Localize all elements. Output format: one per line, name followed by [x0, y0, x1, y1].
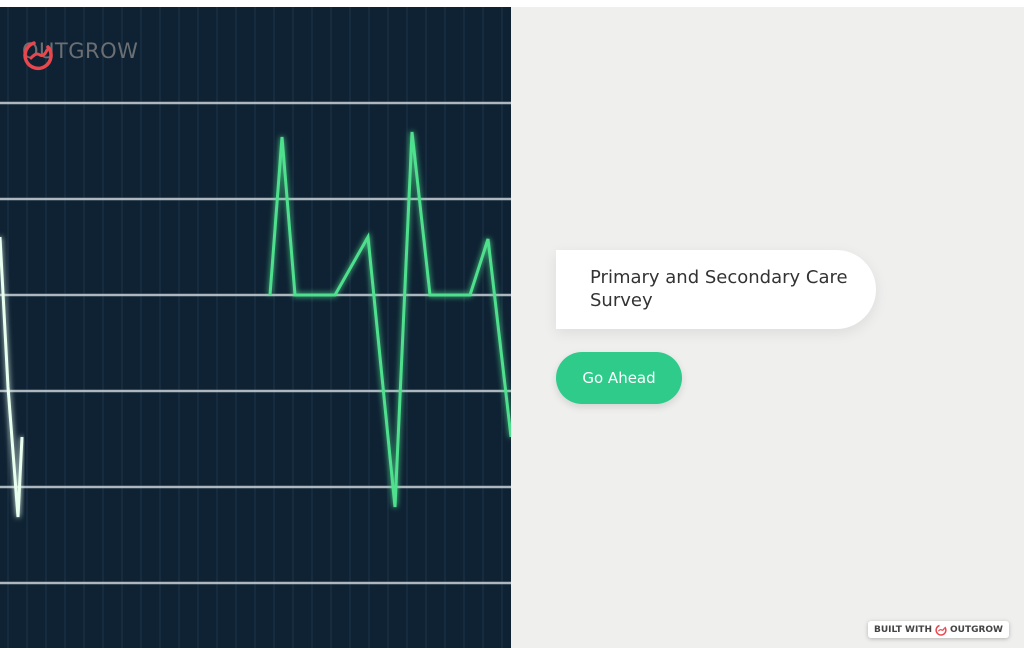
ecg-graphic — [0, 7, 511, 648]
hero-image-ecg: OUTGROW — [0, 7, 511, 648]
survey-title: Primary and Secondary Care Survey — [556, 250, 876, 329]
logo-text: OUTGROW — [22, 39, 139, 63]
outgrow-badge-icon — [935, 624, 947, 636]
built-with-label: BUILT WITH — [874, 624, 932, 635]
go-ahead-button[interactable]: Go Ahead — [556, 352, 682, 404]
outgrow-logo[interactable]: OUTGROW — [22, 39, 139, 71]
survey-panel: Primary and Secondary Care Survey Go Ahe… — [511, 7, 1024, 648]
outgrow-logo-icon — [23, 41, 53, 71]
built-with-outgrow-badge[interactable]: BUILT WITH OUTGROW — [868, 621, 1009, 638]
badge-brand: OUTGROW — [949, 624, 1003, 635]
